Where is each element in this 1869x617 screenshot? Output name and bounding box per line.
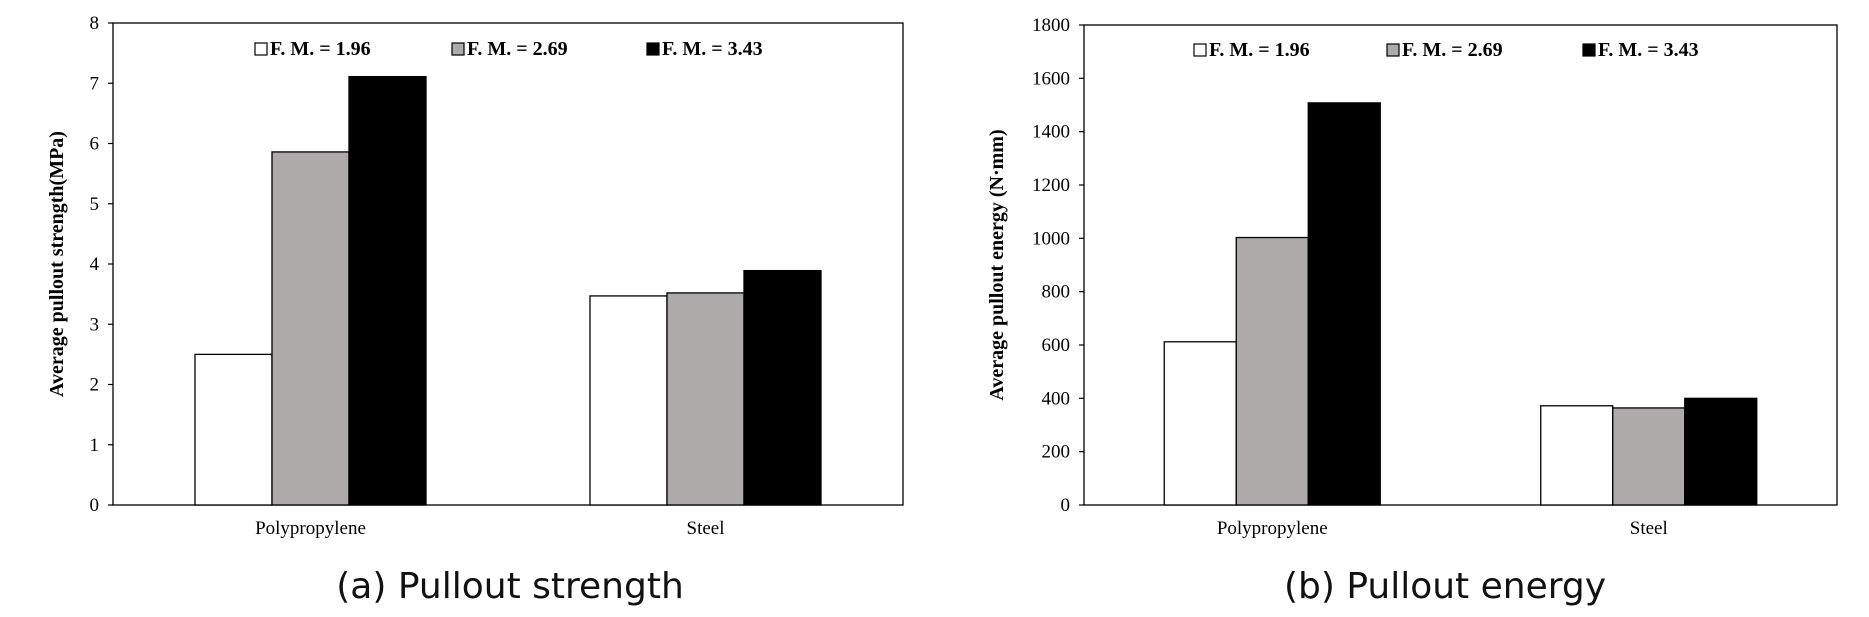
chart-pullout-strength: 0 1 2 3 4 5 6 7 8 Average pullout strength(MPa) Po… [46, 13, 904, 539]
y-axis-title: Average pullout strength(MPa) [46, 131, 68, 397]
y-tick-label: 800 [1042, 282, 1071, 303]
x-category-label: Steel [1630, 518, 1668, 539]
y-tick-label: 1200 [1032, 175, 1070, 196]
legend-label: F. M. = 3.43 [662, 38, 763, 60]
bar [271, 151, 350, 506]
y-tick-label: 400 [1042, 388, 1071, 409]
y-tick-label: 7 [90, 73, 100, 94]
bar [666, 292, 745, 506]
x-category-label: Polypropylene [1217, 518, 1328, 539]
y-tick-label: 0 [1061, 495, 1071, 516]
legend-swatch [1193, 43, 1207, 57]
y-tick-label: 600 [1042, 335, 1071, 356]
chart-panel-energy: 0 200 400 600 800 1000 1200 1400 1600 1800 Average… [935, 0, 1869, 617]
caption-strength: (a) Pullout strength [336, 566, 684, 607]
bar [1612, 407, 1686, 506]
legend-label: F. M. = 1.96 [270, 38, 371, 60]
bar [743, 269, 822, 506]
bar [194, 353, 273, 506]
y-tick-label: 2 [90, 375, 100, 396]
y-tick-label: 1600 [1032, 68, 1070, 89]
bar [589, 295, 668, 506]
chart-panel-strength: 0 1 2 3 4 5 6 7 8 Average pullout strength(MPa) Po… [46, 13, 904, 607]
y-tick-label: 4 [90, 254, 100, 275]
x-category-label: Polypropylene [255, 518, 366, 539]
y-tick-label: 8 [90, 13, 100, 34]
y-tick-label: 6 [90, 134, 100, 155]
legend-label: F. M. = 1.96 [1209, 39, 1310, 61]
caption-energy: (b) Pullout energy [1283, 566, 1607, 607]
y-tick-label: 5 [90, 194, 100, 215]
y-tick-label: 1000 [1032, 228, 1070, 249]
bar [1235, 236, 1309, 506]
bar [1307, 102, 1381, 506]
bar [348, 75, 427, 506]
bar [1163, 341, 1237, 506]
y-tick-label: 200 [1042, 442, 1071, 463]
legend-label: F. M. = 2.69 [1402, 39, 1503, 61]
y-tick-label: 1 [90, 435, 100, 456]
plot-area-frame [1083, 24, 1838, 506]
legend-swatch [254, 42, 268, 56]
legend-swatch [451, 42, 465, 56]
legend-label: F. M. = 2.69 [467, 38, 568, 60]
bar [1684, 397, 1758, 506]
legend-swatch [1582, 43, 1596, 57]
legend-swatch [646, 42, 660, 56]
chart-pullout-energy: 0 200 400 600 800 1000 1200 1400 1600 1800 Average… [986, 15, 1838, 539]
x-category-label: Steel [687, 518, 725, 539]
legend-swatch [1386, 43, 1400, 57]
y-tick-label: 0 [90, 495, 100, 516]
legend-label: F. M. = 3.43 [1598, 39, 1699, 61]
y-axis-title: Average pullout energy (N·mm) [986, 129, 1008, 400]
bar [1540, 405, 1614, 506]
y-tick-label: 1400 [1032, 122, 1070, 143]
y-tick-label: 3 [90, 314, 100, 335]
y-tick-label: 1800 [1032, 15, 1070, 36]
